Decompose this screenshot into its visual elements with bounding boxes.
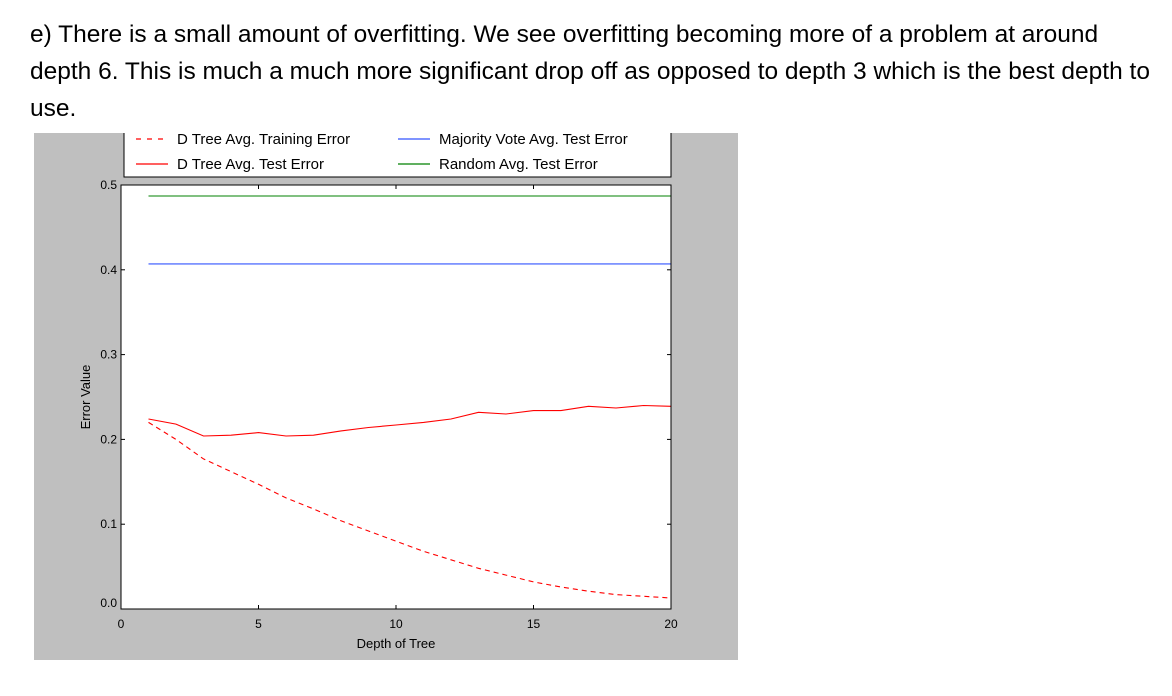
legend-box xyxy=(123,133,672,178)
legend: D Tree Avg. Training Error D Tree Avg. Te… xyxy=(123,133,672,178)
legend-label-random-avg-test-error: Random Avg. Test Error xyxy=(439,156,598,173)
y-tick-label: 0.5 xyxy=(100,178,117,192)
y-tick-label: 0.0 xyxy=(100,596,117,610)
series-line-d-tree-avg-test-error xyxy=(148,404,672,437)
y-tick-label: 0.1 xyxy=(100,517,117,531)
legend-label-d-tree-avg-test-error: D Tree Avg. Test Error xyxy=(177,156,324,173)
y-tick-label: 0.4 xyxy=(100,263,117,277)
x-tick-label: 5 xyxy=(255,617,262,631)
x-axis-title: Depth of Tree xyxy=(357,636,436,651)
legend-label-majority-vote-avg-test-error: Majority Vote Avg. Test Error xyxy=(439,133,628,148)
answer-paragraph: e) There is a small amount of overfittin… xyxy=(30,21,1150,122)
figure-panel: 0 5 10 15 20 0.0 0.1 0.2 0.3 0.4 0.5 Depth of Tree… xyxy=(34,133,738,660)
x-tick-label: 15 xyxy=(527,617,541,631)
y-axis-title: Error Value xyxy=(78,365,93,430)
line-chart: 0 5 10 15 20 0.0 0.1 0.2 0.3 0.4 0.5 Depth of Tree… xyxy=(78,133,678,651)
x-tick-label: 10 xyxy=(389,617,403,631)
x-tick-label: 0 xyxy=(118,617,125,631)
plot-area-frame xyxy=(120,184,672,610)
y-tick-label: 0.3 xyxy=(100,348,117,362)
legend-label-d-tree-avg-training-error: D Tree Avg. Training Error xyxy=(177,133,350,148)
series-line-d-tree-avg-training-error xyxy=(148,421,672,599)
plot-area-background xyxy=(121,185,671,609)
y-tick-label: 0.2 xyxy=(100,432,117,446)
x-tick-label: 20 xyxy=(664,617,678,631)
